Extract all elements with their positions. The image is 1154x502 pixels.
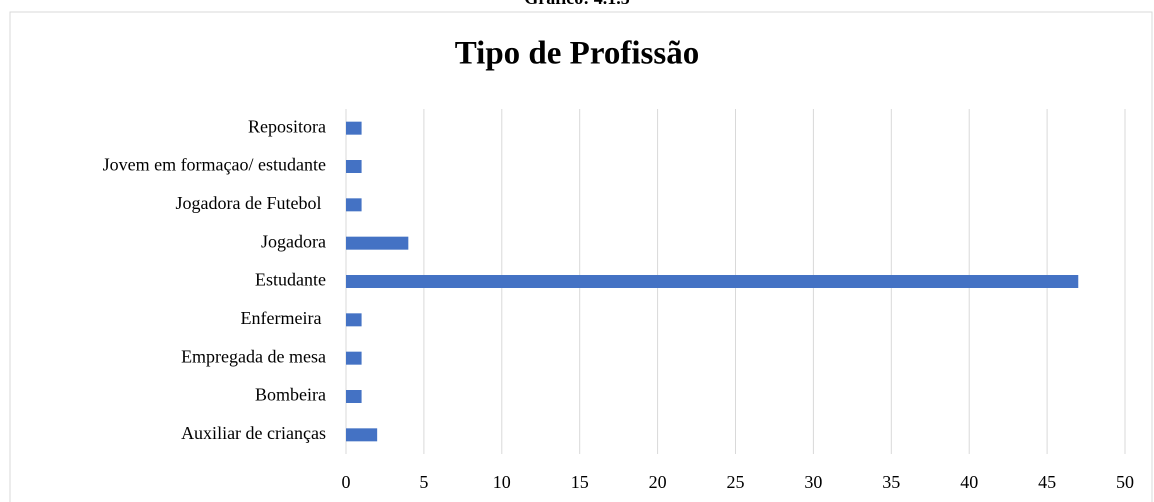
y-tick-label: Jogadora de Futebol xyxy=(176,193,326,213)
bar xyxy=(346,121,362,135)
chart-title: Tipo de Profissão xyxy=(455,36,700,72)
bar xyxy=(346,198,362,212)
bar xyxy=(346,351,362,365)
bar xyxy=(346,313,362,327)
chart-frame xyxy=(9,11,1153,502)
bar xyxy=(346,428,378,442)
y-tick-label: Enfermeira xyxy=(241,308,326,328)
y-tick-label: Jovem em formaçao/ estudante xyxy=(103,155,326,175)
bar xyxy=(346,390,362,403)
x-tick-label: 15 xyxy=(571,472,589,492)
y-tick-label: Repositora xyxy=(248,116,326,136)
x-tick-label: 50 xyxy=(1116,472,1134,492)
bar xyxy=(346,160,362,173)
figure-caption: Gráfico: 4.1.5 xyxy=(524,0,629,8)
x-tick-label: 35 xyxy=(882,472,900,492)
x-tick-label: 25 xyxy=(727,472,745,492)
x-tick-label: 0 xyxy=(342,472,351,492)
x-tick-label: 10 xyxy=(493,472,511,492)
x-tick-label: 45 xyxy=(1038,472,1056,492)
x-tick-label: 20 xyxy=(649,472,667,492)
y-tick-label: Empregada de mesa xyxy=(181,346,326,366)
y-tick-label: Auxiliar de crianças xyxy=(181,423,326,443)
y-tick-label: Estudante xyxy=(255,270,326,290)
x-tick-label: 40 xyxy=(960,472,978,492)
x-tick-label: 30 xyxy=(804,472,822,492)
y-tick-label: Bombeira xyxy=(255,385,326,405)
bar xyxy=(346,275,1079,288)
x-tick-label: 5 xyxy=(419,472,428,492)
bar xyxy=(346,236,409,250)
y-tick-label: Jogadora xyxy=(261,231,326,251)
